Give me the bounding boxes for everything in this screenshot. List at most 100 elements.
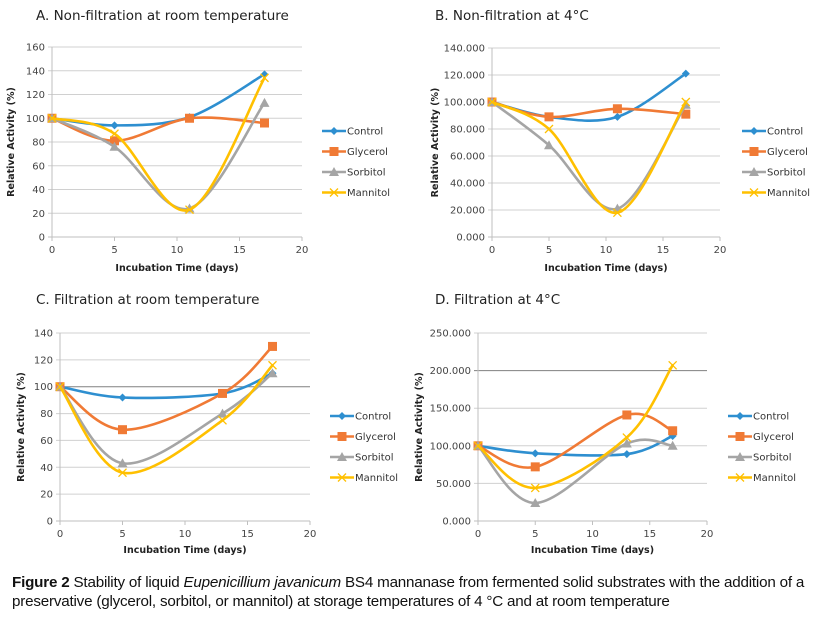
x-tick-label: 5 xyxy=(111,245,117,256)
data-point xyxy=(110,136,119,146)
x-tick-label: 15 xyxy=(241,529,254,540)
data-point xyxy=(622,450,631,459)
series-mannitol xyxy=(47,73,269,215)
legend-label: Control xyxy=(347,127,383,138)
legend-marker xyxy=(736,412,744,420)
chart-title: C. Filtration at room temperature xyxy=(36,292,260,308)
legend-marker xyxy=(735,473,745,482)
y-axis-label: Relative Activity (%) xyxy=(6,87,17,197)
y-tick-label: 100 xyxy=(34,382,53,393)
data-point xyxy=(110,129,119,139)
y-tick-label: 40 xyxy=(32,185,45,196)
legend-label: Control xyxy=(767,127,803,138)
data-point xyxy=(681,97,691,107)
data-point xyxy=(260,73,269,83)
data-point xyxy=(267,368,278,378)
legend-label: Glycerol xyxy=(347,147,388,158)
legend-marker xyxy=(329,167,339,176)
legend-marker xyxy=(749,147,759,156)
x-tick-label: 5 xyxy=(119,529,125,540)
legend-marker xyxy=(735,452,745,461)
series-line xyxy=(476,434,674,457)
legend-item-sorbitol: Sorbitol xyxy=(728,452,792,464)
x-tick-label: 10 xyxy=(586,529,599,540)
data-point xyxy=(185,113,194,123)
series-mannitol xyxy=(55,360,277,478)
x-tick-label: 20 xyxy=(296,245,309,256)
data-point xyxy=(544,112,554,122)
legend-item-glycerol: Glycerol xyxy=(728,432,794,443)
chart-panel-c: C. Filtration at room temperature 0 20 40 6… xyxy=(0,280,410,570)
x-tick-label: 15 xyxy=(657,245,670,256)
legend-item-sorbitol: Sorbitol xyxy=(742,167,806,179)
data-point xyxy=(668,360,678,370)
x-tick-label: 0 xyxy=(49,245,55,256)
y-tick-label: 20 xyxy=(32,209,45,220)
y-tick-label: 160 xyxy=(26,43,45,54)
x-tick-label: 5 xyxy=(546,245,552,256)
legend-item-mannitol: Mannitol xyxy=(322,188,390,199)
legend-item-control: Control xyxy=(728,412,789,423)
x-tick-label: 15 xyxy=(233,245,246,256)
series-line xyxy=(58,345,274,432)
data-point xyxy=(118,393,127,402)
y-tick-label: 200.000 xyxy=(430,366,471,377)
data-point xyxy=(530,462,540,472)
y-tick-label: 100.000 xyxy=(444,98,485,109)
chart-panel-d: D. Filtration at 4°C 0.000 50.000 100.000 1… xyxy=(410,280,815,570)
x-axis-label: Incubation Time (days) xyxy=(123,545,246,556)
legend-label: Sorbitol xyxy=(347,168,386,179)
data-point xyxy=(473,441,483,451)
legend-item-mannitol: Mannitol xyxy=(330,473,398,484)
legend-item-glycerol: Glycerol xyxy=(322,147,388,158)
series-line xyxy=(50,76,266,212)
data-point xyxy=(531,449,540,458)
series-mannitol xyxy=(487,97,691,218)
y-tick-label: 80 xyxy=(40,409,53,420)
chart-title: D. Filtration at 4°C xyxy=(435,292,561,308)
y-tick-label: 150.000 xyxy=(430,404,471,415)
data-point xyxy=(621,438,632,448)
series-mannitol xyxy=(473,360,678,493)
legend-item-mannitol: Mannitol xyxy=(742,188,810,199)
series-line xyxy=(58,372,274,400)
y-tick-label: 100.000 xyxy=(430,441,471,452)
data-point xyxy=(530,497,541,507)
series-line xyxy=(58,363,274,475)
data-point xyxy=(218,388,227,398)
legend-marker xyxy=(337,452,347,461)
data-point xyxy=(622,410,632,420)
data-point xyxy=(268,341,277,351)
chart-title: B. Non-filtration at 4°C xyxy=(435,8,589,24)
x-tick-label: 0 xyxy=(489,245,495,256)
legend-label: Mannitol xyxy=(767,188,810,199)
series-control xyxy=(56,369,277,402)
data-point xyxy=(117,458,128,468)
x-tick-label: 20 xyxy=(304,529,317,540)
caption-label: Figure 2 xyxy=(12,574,70,591)
series-glycerol xyxy=(487,97,691,122)
y-tick-label: 120 xyxy=(34,355,53,366)
legend-marker xyxy=(749,188,759,197)
data-point xyxy=(622,433,632,442)
data-point xyxy=(260,118,269,128)
legend-marker xyxy=(330,127,338,135)
legend-marker xyxy=(735,432,745,441)
legend-marker xyxy=(749,167,759,176)
chart-panel-b: B. Non-filtration at 4°C 0.000 20.000 40.0… xyxy=(410,0,815,280)
line-chart-c: 0 20 40 60 80 100 120 140 0 5 10 15 20 Incubation Tim… xyxy=(16,329,398,557)
y-tick-label: 0 xyxy=(47,517,53,528)
data-point xyxy=(612,208,622,218)
data-point xyxy=(259,97,270,107)
legend-item-control: Control xyxy=(330,412,391,423)
chart-title: A. Non-filtration at room temperature xyxy=(36,8,289,24)
series-line xyxy=(50,101,266,211)
y-tick-label: 80.000 xyxy=(450,125,485,136)
legend-marker xyxy=(337,432,347,441)
x-tick-label: 0 xyxy=(475,529,481,540)
data-point xyxy=(218,415,227,425)
legend-label: Mannitol xyxy=(753,473,796,484)
series-line xyxy=(50,116,266,143)
legend-item-control: Control xyxy=(742,127,803,138)
series-sorbitol xyxy=(55,368,278,468)
